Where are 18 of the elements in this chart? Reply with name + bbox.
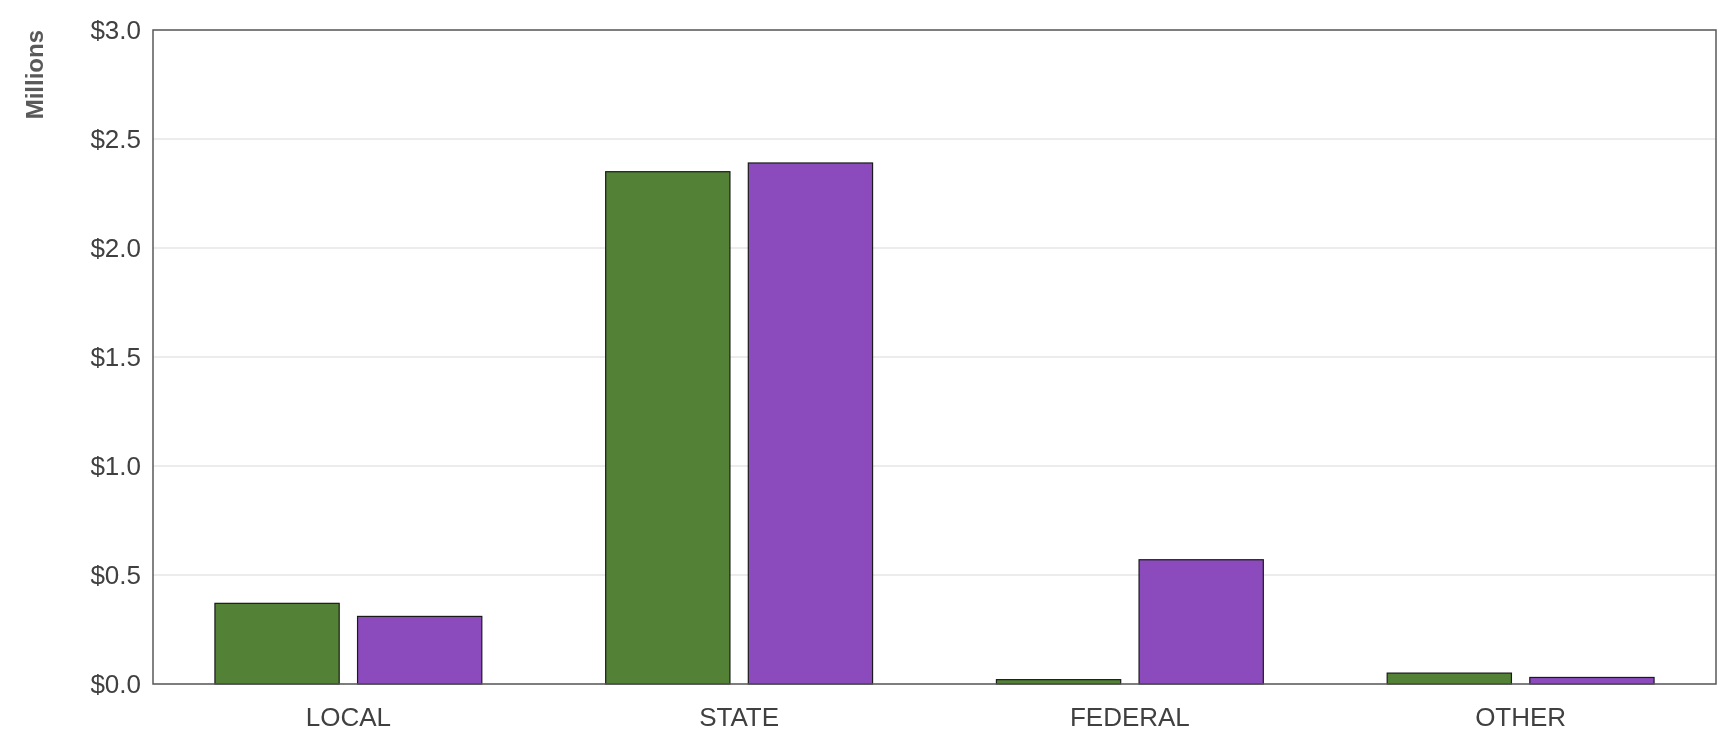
x-tick-label: STATE — [699, 702, 780, 732]
bar — [1138, 559, 1264, 685]
y-axis-title: Millions — [21, 30, 49, 120]
bar — [747, 162, 874, 685]
x-tick-label: FEDERAL — [1069, 702, 1190, 732]
x-tick-label: OTHER — [1475, 702, 1567, 732]
y-tick-label: $1.0 — [90, 451, 141, 482]
y-tick-label: $2.0 — [90, 233, 141, 264]
y-tick-label: $2.5 — [90, 124, 141, 155]
y-tick-label: $0.0 — [90, 669, 141, 700]
bar — [356, 615, 483, 685]
x-tick-label: LOCAL — [305, 702, 392, 732]
bar — [214, 602, 340, 685]
y-tick-label: $3.0 — [90, 15, 141, 46]
y-tick-label: $1.5 — [90, 342, 141, 373]
bar — [605, 171, 731, 685]
y-tick-label: $0.5 — [90, 560, 141, 591]
bar — [1386, 672, 1513, 685]
